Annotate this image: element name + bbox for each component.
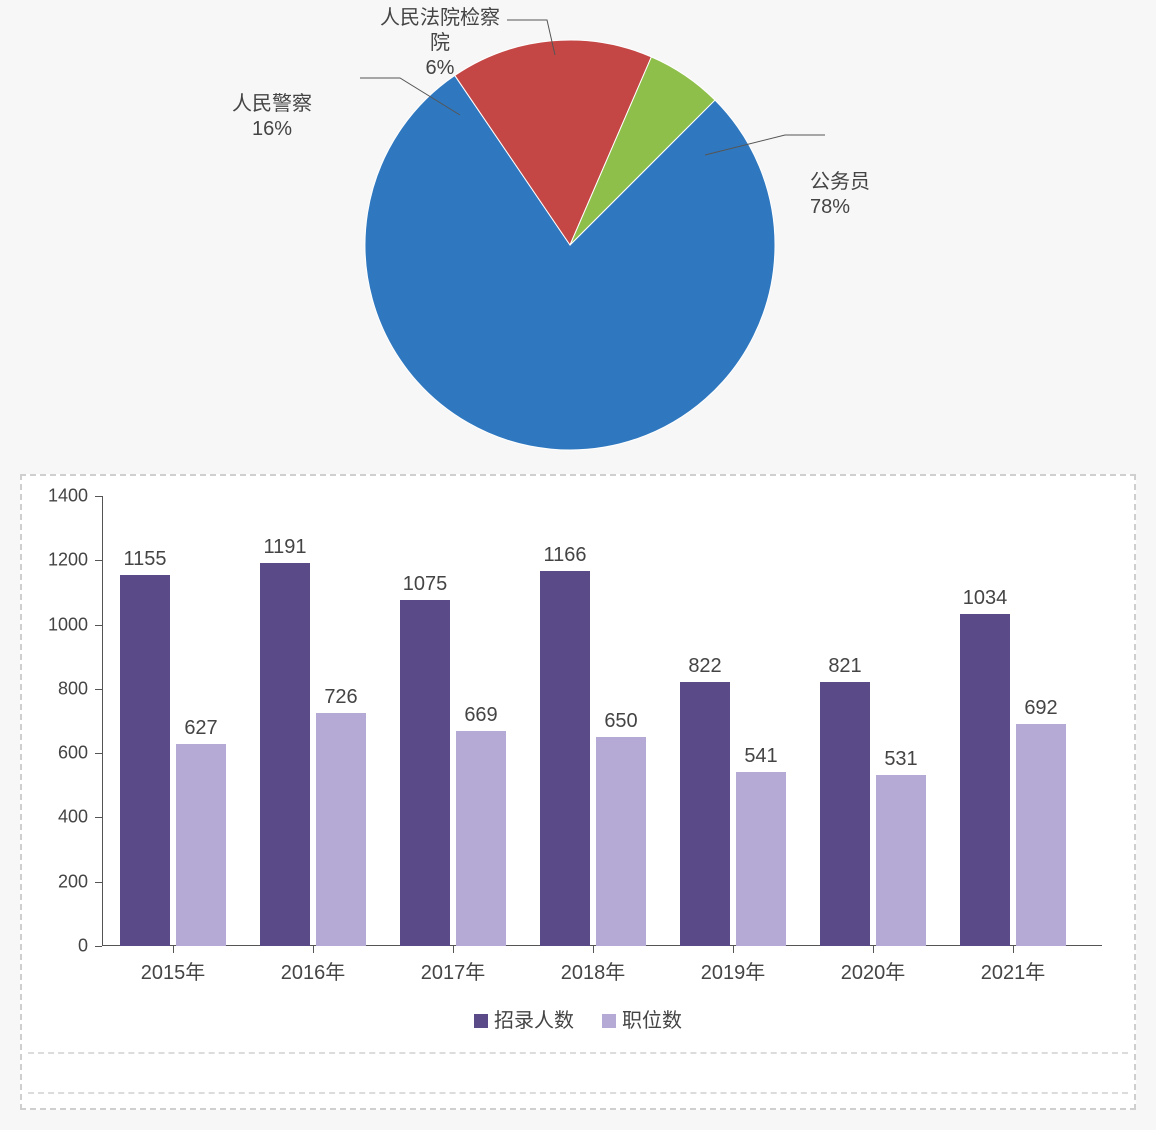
bar-chart-legend: 招录人数 职位数 — [22, 1004, 1134, 1033]
bar-value-label: 531 — [884, 748, 917, 771]
bar-招录人数 — [400, 600, 450, 946]
bar-value-label: 1191 — [263, 536, 306, 559]
y-axis-label: 600 — [58, 743, 102, 764]
y-axis-label: 400 — [58, 807, 102, 828]
bar-招录人数 — [540, 571, 590, 946]
x-axis-label: 2018年 — [561, 946, 626, 985]
bar-职位数 — [316, 713, 366, 946]
bar-value-label: 1075 — [403, 573, 448, 596]
pie-svg — [360, 35, 780, 455]
pie-label-percent: 78% — [810, 195, 870, 220]
bar-value-label: 627 — [184, 717, 217, 740]
bar-value-label: 1166 — [543, 544, 586, 567]
page: 公务员78% 人民警察16% 人民法院检察 院6% 0 200 400 600 800 100… — [0, 0, 1156, 1130]
legend-label: 招录人数 — [494, 1010, 574, 1032]
bar-value-label: 541 — [744, 745, 777, 768]
y-axis-label: 200 — [58, 871, 102, 892]
bar-招录人数 — [960, 614, 1010, 946]
bar-value-label: 726 — [324, 686, 357, 709]
pie-chart: 公务员78% 人民警察16% 人民法院检察 院6% — [0, 0, 1156, 470]
legend-swatch — [474, 1014, 488, 1028]
pie-label-percent: 16% — [232, 117, 312, 142]
bar-value-label: 692 — [1024, 697, 1057, 720]
x-axis-label: 2020年 — [841, 946, 906, 985]
x-axis-label: 2019年 — [701, 946, 766, 985]
bar-职位数 — [596, 737, 646, 946]
pie-label-name: 公务员 — [810, 171, 870, 193]
bar-职位数 — [176, 744, 226, 946]
pie-label-civil_servant: 公务员78% — [810, 170, 870, 220]
x-axis-label: 2021年 — [981, 946, 1046, 985]
y-axis — [102, 496, 103, 946]
legend-item: 职位数 — [602, 1004, 682, 1033]
pie-label-courts: 人民法院检察 院6% — [380, 6, 500, 81]
bar-职位数 — [1016, 724, 1066, 946]
y-axis-label: 0 — [78, 936, 102, 957]
bar-value-label: 822 — [688, 655, 721, 678]
pie-label-name: 人民警察 — [232, 93, 312, 115]
pie-label-police: 人民警察16% — [232, 92, 312, 142]
bar-chart-container: 0 200 400 600 800 1000 1200 1400 2015年 1155 627 201… — [20, 474, 1136, 1110]
bar-招录人数 — [680, 682, 730, 946]
legend-swatch — [602, 1014, 616, 1028]
y-axis-label: 1200 — [48, 550, 102, 571]
y-axis-label: 800 — [58, 678, 102, 699]
pie-label-percent: 6% — [380, 56, 500, 81]
bar-招录人数 — [120, 575, 170, 946]
legend-label: 职位数 — [622, 1010, 682, 1032]
bar-职位数 — [736, 772, 786, 946]
x-axis-label: 2015年 — [141, 946, 206, 985]
separator-row-1 — [28, 1052, 1128, 1054]
bar-value-label: 1034 — [963, 587, 1008, 610]
bar-招录人数 — [820, 682, 870, 946]
bar-职位数 — [876, 775, 926, 946]
x-axis-label: 2016年 — [281, 946, 346, 985]
bar-招录人数 — [260, 563, 310, 946]
y-axis-label: 1400 — [48, 486, 102, 507]
bar-chart-plot: 02004006008001000120014002015年1155627201… — [102, 496, 1102, 946]
bar-职位数 — [456, 731, 506, 946]
bar-value-label: 821 — [828, 655, 861, 678]
bar-value-label: 1155 — [123, 548, 166, 571]
bar-value-label: 650 — [604, 710, 637, 733]
y-axis-label: 1000 — [48, 614, 102, 635]
bar-value-label: 669 — [464, 704, 497, 727]
separator-row-2 — [28, 1092, 1128, 1094]
legend-item: 招录人数 — [474, 1004, 574, 1033]
x-axis-label: 2017年 — [421, 946, 486, 985]
pie-label-name: 人民法院检察 院 — [380, 7, 500, 54]
